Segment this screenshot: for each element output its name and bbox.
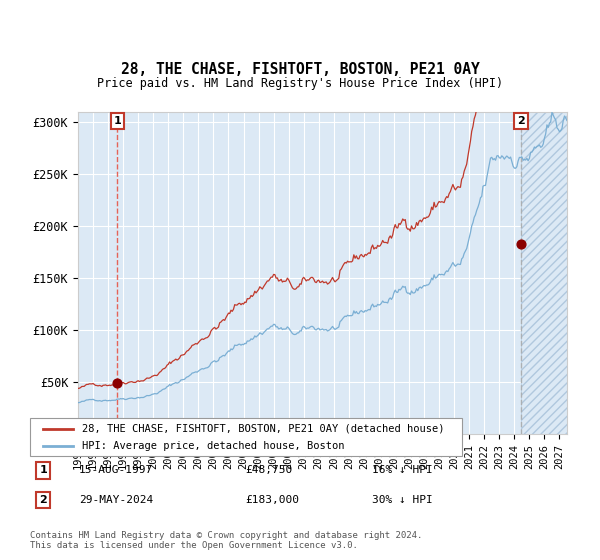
Point: [113, 379, 122, 388]
Text: 28, THE CHASE, FISHTOFT, BOSTON, PE21 0AY (detached house): 28, THE CHASE, FISHTOFT, BOSTON, PE21 0A…: [82, 423, 445, 433]
Text: 15-AUG-1997: 15-AUG-1997: [79, 465, 154, 475]
Text: 29-MAY-2024: 29-MAY-2024: [79, 495, 154, 505]
Bar: [521, 112, 567, 434]
Text: Contains HM Land Registry data © Crown copyright and database right 2024.
This d: Contains HM Land Registry data © Crown c…: [30, 530, 422, 550]
Text: HPI: Average price, detached house, Boston: HPI: Average price, detached house, Bost…: [82, 441, 344, 451]
Text: 2: 2: [517, 116, 524, 127]
Bar: [521, 112, 567, 434]
Text: 16% ↓ HPI: 16% ↓ HPI: [372, 465, 433, 475]
Text: 28, THE CHASE, FISHTOFT, BOSTON, PE21 0AY: 28, THE CHASE, FISHTOFT, BOSTON, PE21 0A…: [121, 62, 479, 77]
Text: 2: 2: [40, 495, 47, 505]
Text: 1: 1: [113, 116, 121, 127]
Point: [516, 240, 526, 249]
Text: £183,000: £183,000: [245, 495, 299, 505]
Text: Price paid vs. HM Land Registry's House Price Index (HPI): Price paid vs. HM Land Registry's House …: [97, 77, 503, 90]
Text: £48,750: £48,750: [245, 465, 292, 475]
Text: 1: 1: [40, 465, 47, 475]
FancyBboxPatch shape: [30, 418, 462, 456]
Text: 30% ↓ HPI: 30% ↓ HPI: [372, 495, 433, 505]
